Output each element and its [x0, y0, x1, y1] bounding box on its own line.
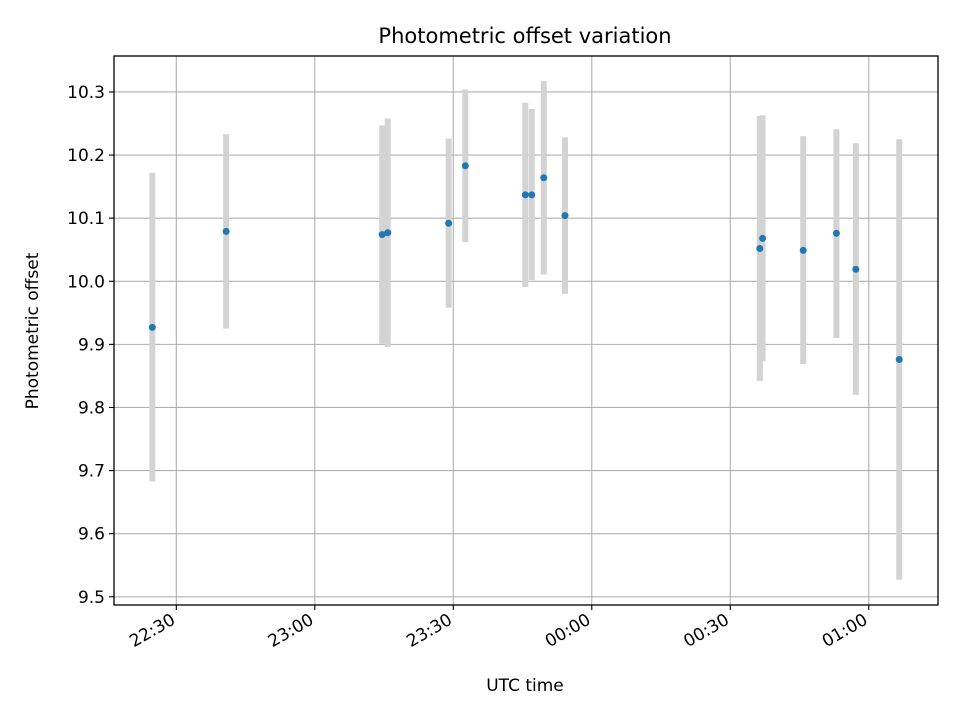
- data-point: [759, 234, 767, 242]
- y-tick-label: 10.1: [67, 209, 105, 229]
- y-tick-label: 9.5: [78, 588, 105, 608]
- plot-frame: [113, 55, 939, 606]
- y-axis-label: Photometric offset: [23, 252, 43, 409]
- x-axis-label: UTC time: [486, 676, 564, 696]
- data-point: [148, 323, 156, 331]
- data-point: [445, 219, 453, 227]
- data-point: [832, 229, 840, 237]
- data-point: [528, 191, 536, 199]
- data-point: [521, 191, 529, 199]
- data-point: [561, 212, 569, 220]
- y-tick-label: 10.3: [67, 83, 105, 103]
- data-point: [852, 265, 860, 273]
- data-points: [148, 162, 903, 364]
- y-tick-label: 9.6: [78, 525, 105, 545]
- y-tick-label: 9.9: [78, 335, 105, 355]
- data-point: [461, 162, 469, 170]
- data-point: [222, 227, 230, 235]
- data-point: [540, 174, 548, 182]
- data-point: [756, 244, 764, 252]
- data-point: [384, 229, 392, 237]
- y-axis-ticks: 9.5 9.6 9.7 9.8 9.9 10.0 10.1 10.2 10.3: [67, 83, 114, 608]
- chart-title: Photometric offset variation: [378, 24, 671, 48]
- y-tick-label: 10.0: [67, 272, 105, 292]
- data-point: [799, 246, 807, 254]
- y-tick-label: 9.7: [78, 462, 105, 482]
- data-point: [895, 356, 903, 364]
- y-tick-label: 9.8: [78, 398, 105, 418]
- data-point: [378, 231, 386, 239]
- y-tick-label: 10.2: [67, 146, 105, 166]
